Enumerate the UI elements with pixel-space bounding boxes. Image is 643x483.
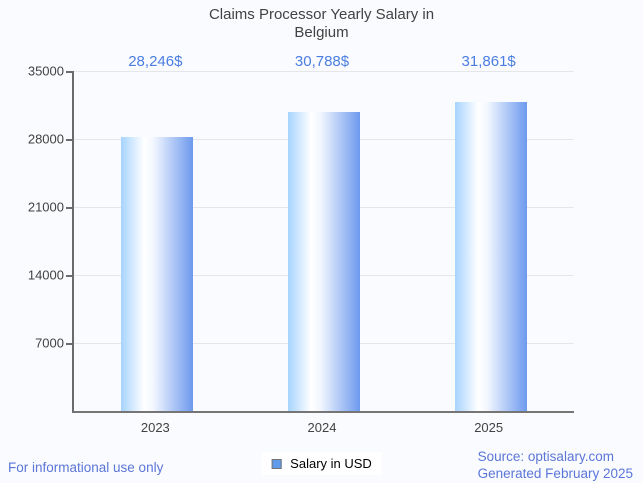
value-label-2024: 30,788$ — [294, 53, 350, 70]
x-axis-label-2025: 2025 — [474, 420, 504, 435]
y-axis-tick — [66, 138, 74, 141]
x-axis-label-2024: 2024 — [307, 420, 337, 435]
y-axis-tick-label: 28000 — [27, 131, 64, 147]
y-axis-tick-label: 7000 — [35, 335, 64, 351]
value-label-2023: 28,246$ — [128, 53, 183, 70]
disclaimer-text: For informational use only — [8, 460, 164, 475]
legend-label: Salary in USD — [290, 456, 372, 471]
salary-bar-2023 — [121, 136, 194, 411]
source-block: Source: optisalary.com Generated Februar… — [478, 448, 633, 482]
y-axis-tick-label: 14000 — [27, 267, 64, 283]
value-label-2025: 31,861$ — [461, 53, 516, 70]
y-axis-tick-label: 21000 — [27, 199, 64, 215]
chart-title: Claims Processor Yearly Salary in Belgiu… — [208, 6, 435, 41]
gridline — [74, 71, 574, 72]
value-labels-row: 28,246$ 30,788$ 31,861$ — [72, 53, 574, 71]
source-text: Source: optisalary.com — [477, 449, 614, 464]
x-axis-label-2023: 2023 — [140, 420, 170, 435]
y-axis-tick — [66, 70, 74, 73]
generated-text: Generated February 2025 — [477, 466, 633, 481]
y-axis-tick — [66, 342, 74, 345]
legend-swatch-icon — [271, 458, 282, 469]
salary-bar-2025 — [454, 101, 527, 411]
y-axis-tick — [66, 206, 74, 209]
legend: Salary in USD — [261, 452, 382, 475]
y-axis-tick-label: 35000 — [27, 63, 64, 79]
plot-area: 35000 28000 21000 14000 7000 — [28, 64, 574, 413]
salary-bar-2024 — [288, 111, 360, 411]
y-axis-tick — [66, 274, 74, 277]
x-axis-labels-row: 2023 2024 2025 — [72, 420, 574, 436]
